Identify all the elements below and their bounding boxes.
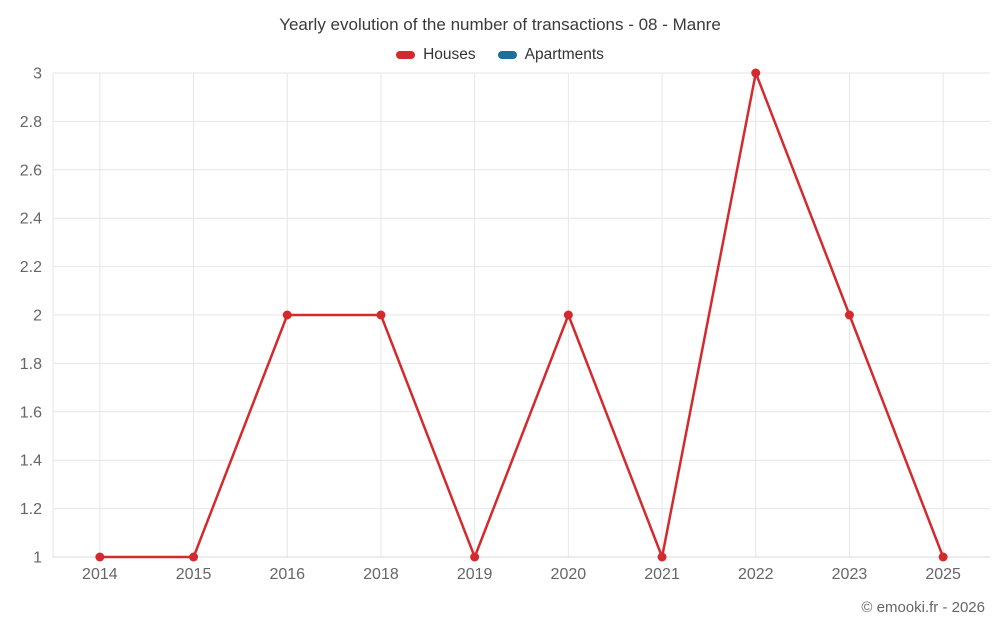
data-point-houses-2023[interactable] <box>844 310 854 320</box>
x-axis-tick-label: 2016 <box>269 566 305 583</box>
data-point-houses-2021[interactable] <box>657 552 667 562</box>
legend-swatch-houses <box>396 51 416 59</box>
x-axis-tick-label: 2019 <box>457 566 493 583</box>
x-axis-tick-label: 2014 <box>82 566 118 583</box>
x-axis-tick-label: 2025 <box>925 566 961 583</box>
data-point-houses-2019[interactable] <box>470 552 480 562</box>
y-axis-tick-label: 1.6 <box>20 404 42 421</box>
x-axis-tick-label: 2015 <box>176 566 212 583</box>
copyright: © emooki.fr - 2026 <box>861 599 985 616</box>
chart-title: Yearly evolution of the number of transa… <box>279 15 721 34</box>
y-axis-tick-label: 1.4 <box>20 453 42 470</box>
houses-line <box>98 71 945 559</box>
x-axis-tick-label: 2022 <box>738 566 774 583</box>
legend-label: Houses <box>423 46 476 63</box>
data-point-houses-2018[interactable] <box>376 310 386 320</box>
y-axis-tick-label: 3 <box>33 66 42 83</box>
legend-item-houses[interactable]: Houses <box>396 46 476 64</box>
x-axis-tick-label: 2021 <box>644 566 680 583</box>
legend-label: Apartments <box>524 46 604 63</box>
y-axis-tick-label: 1.8 <box>20 356 42 373</box>
data-point-houses-2016[interactable] <box>282 310 292 320</box>
y-axis-tick-label: 2 <box>33 308 42 325</box>
data-point-houses-2025[interactable] <box>938 552 948 562</box>
y-axis-tick-label: 2.2 <box>20 259 42 276</box>
data-point-houses-2022[interactable] <box>751 68 761 78</box>
data-point-houses-2014[interactable] <box>95 552 105 562</box>
legend-swatch-apartments <box>497 51 517 59</box>
data-point-houses-2020[interactable] <box>563 310 573 320</box>
y-axis-tick-label: 1.2 <box>20 501 42 518</box>
y-axis-tick-label: 2.4 <box>20 211 42 228</box>
legend-item-apartments[interactable]: Apartments <box>497 46 604 64</box>
legend: Houses Apartments <box>0 46 1000 64</box>
x-axis-tick-label: 2020 <box>551 566 587 583</box>
data-point-houses-2015[interactable] <box>189 552 199 562</box>
y-axis-tick-label: 1 <box>33 550 42 567</box>
y-axis-tick-label: 2.6 <box>20 162 42 179</box>
y-axis-tick-label: 2.8 <box>20 114 42 131</box>
x-axis-tick-label: 2018 <box>363 566 399 583</box>
x-axis-tick-label: 2023 <box>832 566 868 583</box>
